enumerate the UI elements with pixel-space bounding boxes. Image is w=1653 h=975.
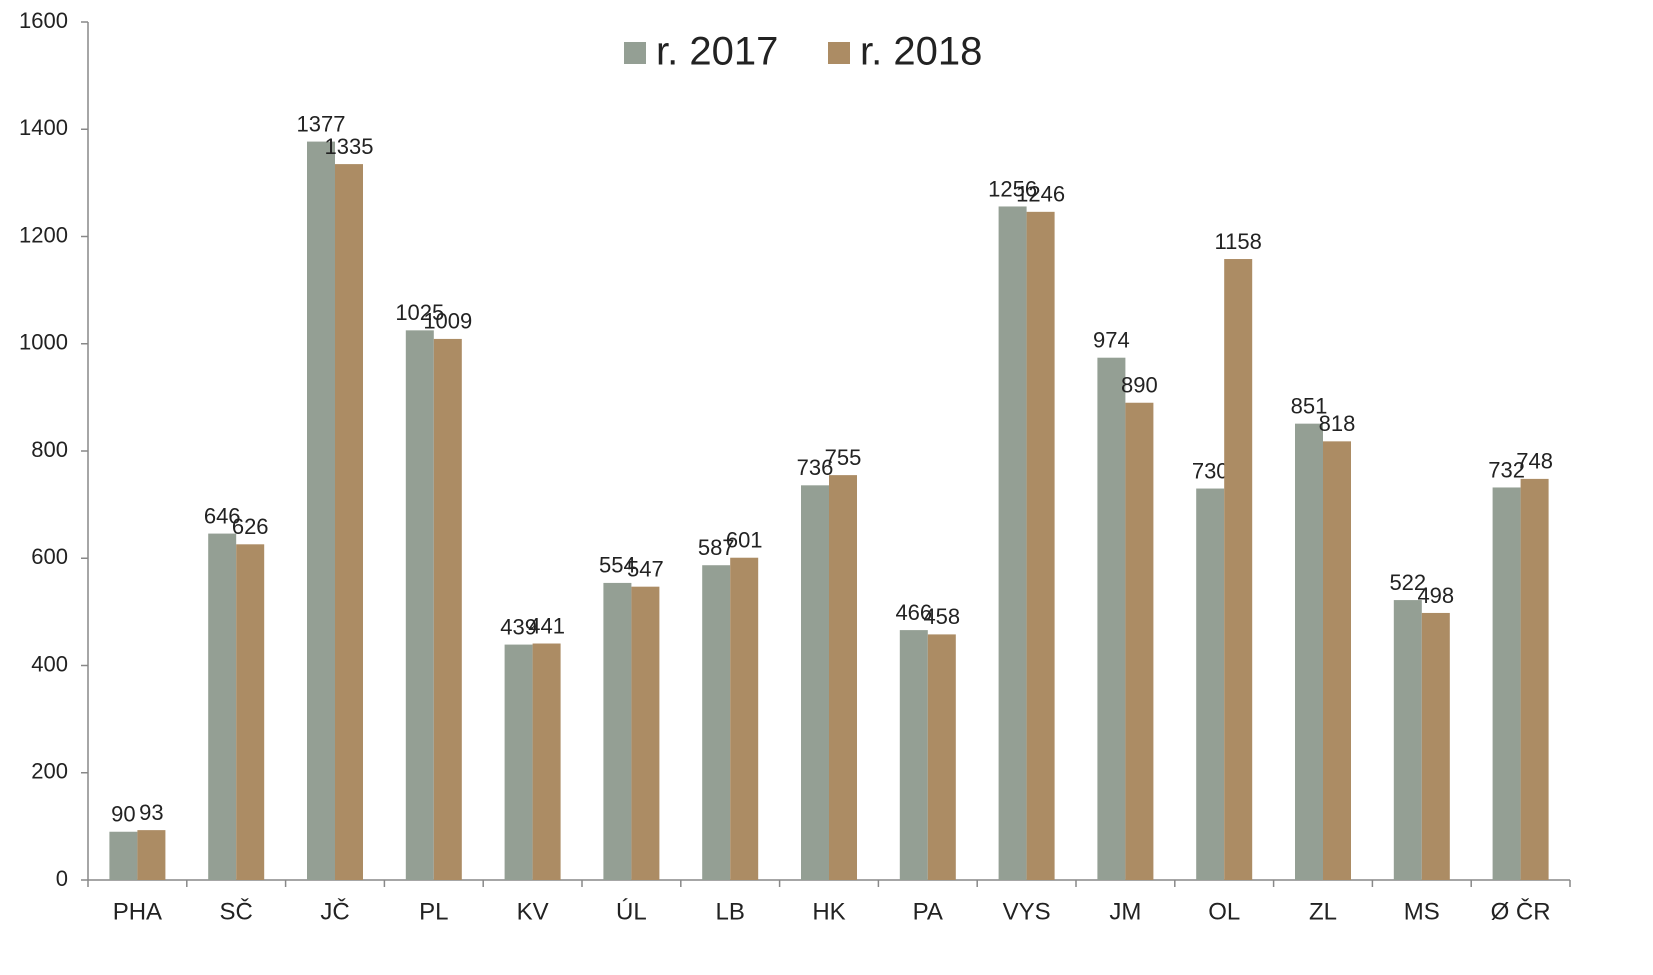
data-label: 547 [627,556,664,581]
bar [208,533,237,880]
data-label: 732 [1488,457,1525,482]
bar [1097,357,1126,880]
legend-swatch [828,42,850,64]
bar [307,141,335,881]
bar [730,557,759,880]
data-label: 851 [1291,393,1328,418]
bar [1492,487,1521,880]
x-tick-label: MS [1404,898,1440,925]
y-tick-label: 1200 [19,222,68,247]
bar [603,582,632,880]
x-tick-label: SČ [220,897,253,925]
data-label: 736 [797,455,834,480]
data-label: 90 [111,802,135,827]
bar [532,643,561,880]
bar [1026,211,1055,880]
data-label: 755 [825,445,862,470]
bar [927,634,956,880]
bar [433,338,462,881]
data-label: 522 [1389,570,1426,595]
data-label: 748 [1516,449,1553,474]
bar [137,830,166,880]
data-label: 93 [139,800,163,825]
data-label: 974 [1093,328,1130,353]
y-tick-label: 200 [31,759,68,784]
legend-label: r. 2017 [656,30,778,74]
x-tick-label: LB [716,898,745,925]
x-tick-label: PA [913,898,943,925]
bar [801,485,829,880]
x-tick-label: ZL [1309,898,1337,925]
x-tick-label: OL [1208,898,1240,925]
data-label: 1009 [423,309,472,334]
x-tick-label: JČ [320,897,349,925]
bar [1393,600,1422,880]
x-tick-label: VYS [1003,898,1051,925]
x-tick-label: Ø ČR [1491,897,1551,925]
y-tick-label: 800 [31,437,68,462]
bar [405,330,434,880]
data-label: 466 [895,600,932,625]
y-tick-label: 1000 [19,330,68,355]
bar [236,544,265,880]
x-tick-label: HK [812,898,845,925]
x-tick-label: PL [419,898,448,925]
bar [1323,441,1351,880]
data-label: 1335 [325,134,374,159]
y-tick-label: 1600 [19,8,68,33]
data-label: 587 [698,535,735,560]
bar [998,206,1027,881]
data-label: 890 [1121,373,1158,398]
y-tick-label: 400 [31,651,68,676]
bar [335,164,363,880]
bar [1196,488,1225,880]
data-label: 1246 [1016,182,1065,207]
bar [1520,478,1549,880]
bar [1421,612,1450,880]
y-tick-label: 600 [31,544,68,569]
x-tick-label: JM [1109,898,1141,925]
y-tick-label: 0 [56,866,68,891]
bar [109,831,138,880]
bar [829,475,857,880]
data-label: 1377 [297,111,346,136]
data-label: 626 [232,514,269,539]
data-label: 1025 [395,300,444,325]
legend-label: r. 2018 [860,30,982,74]
x-tick-label: KV [517,898,549,925]
data-label: 498 [1417,583,1454,608]
data-label: 554 [599,553,636,578]
data-label: 458 [923,604,960,629]
data-label: 1256 [988,176,1037,201]
data-label: 818 [1319,411,1356,436]
data-label: 1158 [1215,229,1262,254]
bar [702,565,731,880]
bar [1224,259,1253,881]
data-label: 646 [204,503,241,528]
x-tick-label: PHA [113,898,162,925]
bar [1125,402,1154,880]
legend-swatch [624,42,646,64]
x-tick-label: ÚL [616,898,647,925]
bar [899,630,928,880]
bar [504,644,533,880]
data-label: 730 [1192,458,1229,483]
bar [631,586,660,880]
bar [1295,423,1323,880]
data-label: 439 [500,614,537,639]
data-label: 441 [528,613,565,638]
y-tick-label: 1400 [19,115,68,140]
data-label: 601 [726,528,763,553]
